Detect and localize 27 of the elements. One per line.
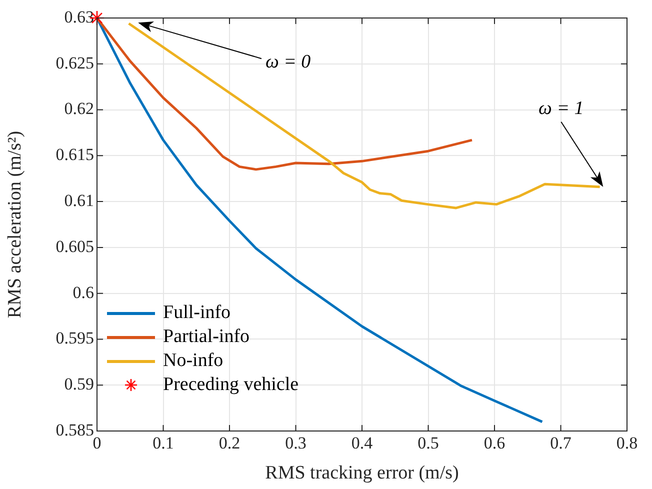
y-tick-label: 0.585 <box>56 420 94 440</box>
x-tick-label: 0.6 <box>484 434 506 453</box>
y-tick-label: 0.62 <box>64 99 94 118</box>
legend-label: Preceding vehicle <box>163 373 299 397</box>
legend-label: No-info <box>163 349 224 373</box>
x-tick-label: 0.4 <box>351 434 374 453</box>
y-tick-label: 0.605 <box>56 236 94 256</box>
x-tick-label: 0.3 <box>285 434 306 453</box>
y-axis-title: RMS acceleration (m/s²) <box>4 130 26 318</box>
x-tick-label: 0 <box>92 434 102 453</box>
y-tick-label: 0.59 <box>64 374 94 394</box>
y-tick-label: 0.6 <box>72 282 94 302</box>
x-tick-label: 0.2 <box>218 434 240 453</box>
x-tick-label: 0.5 <box>418 434 439 453</box>
annotation: ω = 1 <box>538 98 584 119</box>
y-tick-label: 0.61 <box>64 191 94 210</box>
legend-label: Partial-info <box>163 325 250 349</box>
y-tick-label: 0.625 <box>56 53 94 72</box>
x-tick-label: 0.1 <box>152 434 174 453</box>
legend-label: Full-info <box>163 301 231 325</box>
x-axis-title: RMS tracking error (m/s) <box>265 462 459 484</box>
x-tick-label: 0.7 <box>550 434 572 453</box>
y-tick-label: 0.615 <box>56 145 94 164</box>
x-tick-label: 0.8 <box>616 434 638 453</box>
y-tick-label: 0.595 <box>56 328 94 348</box>
annotation: ω = 0 <box>265 52 312 73</box>
y-tick-label: 0.63 <box>64 7 94 26</box>
